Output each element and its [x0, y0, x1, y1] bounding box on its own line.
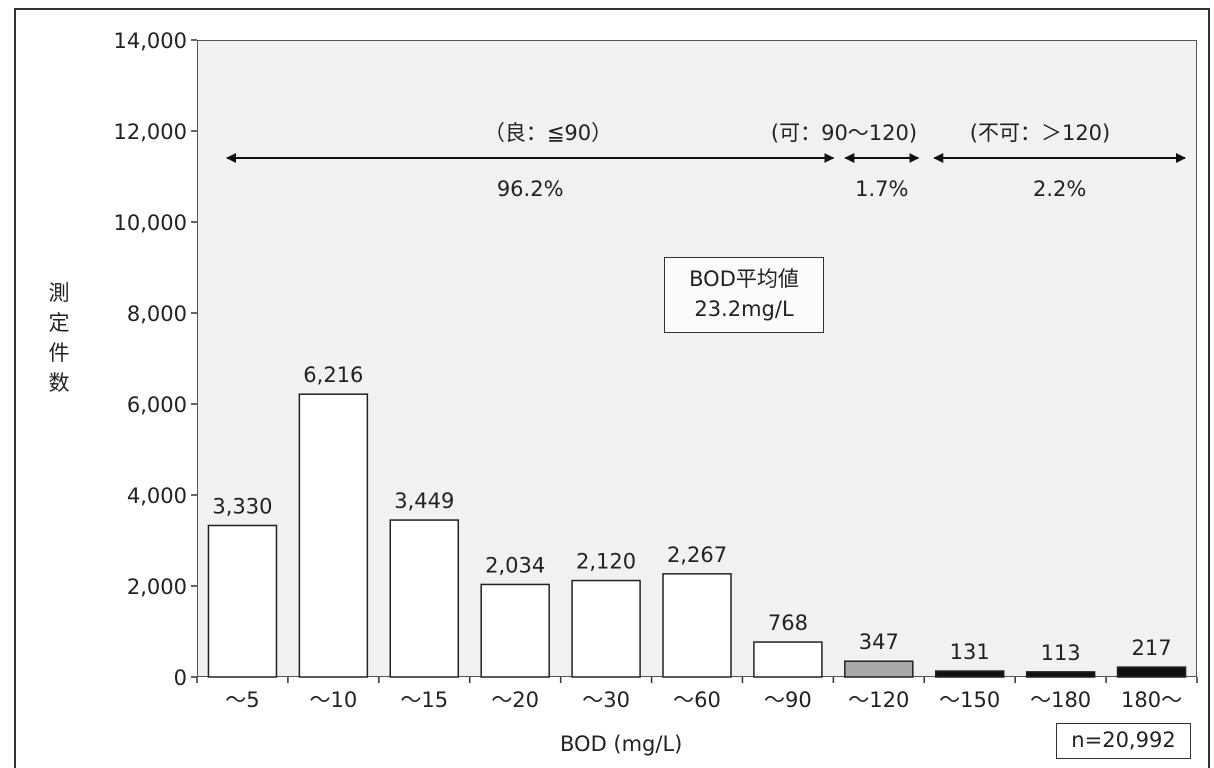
x-tick-label: ～60 [673, 688, 721, 712]
bar-value-label: 3,330 [212, 494, 272, 518]
y-axis-label: 測定件数 [48, 281, 70, 395]
bar-5 [571, 579, 641, 678]
x-tick-label: ～10 [309, 688, 357, 712]
y-tick-label: 10,000 [114, 211, 187, 235]
range-percent: 96.2% [497, 177, 564, 201]
range-percent: 1.7% [855, 177, 908, 201]
average-value: 23.2mg/L [694, 297, 794, 321]
range-label: (可：90～120) [771, 121, 917, 145]
y-tick-label: 0 [174, 666, 187, 690]
bar-value-label: 2,267 [667, 543, 727, 567]
bar-10 [1025, 671, 1096, 678]
y-tick-label: 12,000 [114, 120, 187, 144]
bar-value-label: 131 [950, 640, 990, 664]
y-tick-label: 2,000 [127, 575, 187, 599]
range-label: （良：≦90） [484, 121, 612, 145]
bar-value-label: 217 [1131, 636, 1171, 660]
bar-1 [207, 524, 278, 678]
x-tick-label: ～20 [491, 688, 539, 712]
x-tick-label: ～150 [939, 688, 1000, 712]
bar-value-label: 347 [859, 630, 899, 654]
bar-value-label: 2,120 [576, 550, 636, 574]
bar-7 [753, 641, 823, 678]
bar-6 [662, 573, 732, 678]
bar-3 [389, 519, 460, 678]
sample-size-box: n=20,992 [1056, 723, 1191, 759]
bar-value-label: 113 [1041, 641, 1081, 665]
x-tick-label: ～120 [848, 688, 909, 712]
average-annotation-box: BOD平均値 23.2mg/L [664, 257, 824, 333]
y-tick-label: 6,000 [127, 393, 187, 417]
x-tick-label: ～30 [582, 688, 630, 712]
y-tick-label: 4,000 [127, 484, 187, 508]
x-axis-label: BOD (mg/L) [560, 732, 683, 756]
bar-value-label: 3,449 [394, 489, 454, 513]
bar-8 [844, 660, 914, 678]
bar-2 [298, 393, 369, 678]
y-tick-label: 8,000 [127, 302, 187, 326]
x-tick-label: ～180 [1030, 688, 1091, 712]
range-label: (不可：＞120) [970, 121, 1110, 145]
range-percent: 2.2% [1033, 177, 1086, 201]
x-tick-label: ～5 [225, 688, 259, 712]
bar-9 [934, 670, 1005, 678]
x-tick-label: 180～ [1121, 688, 1182, 712]
bar-4 [480, 583, 550, 678]
chart-frame [14, 8, 1210, 768]
bar-value-label: 6,216 [303, 363, 363, 387]
y-tick-label: 14,000 [114, 29, 187, 53]
bar-value-label: 2,034 [485, 553, 545, 577]
x-tick-label: ～90 [764, 688, 812, 712]
x-tick-label: ～15 [400, 688, 448, 712]
bar-11 [1116, 666, 1187, 678]
bar-value-label: 768 [768, 611, 808, 635]
average-label: BOD平均値 [689, 267, 799, 291]
